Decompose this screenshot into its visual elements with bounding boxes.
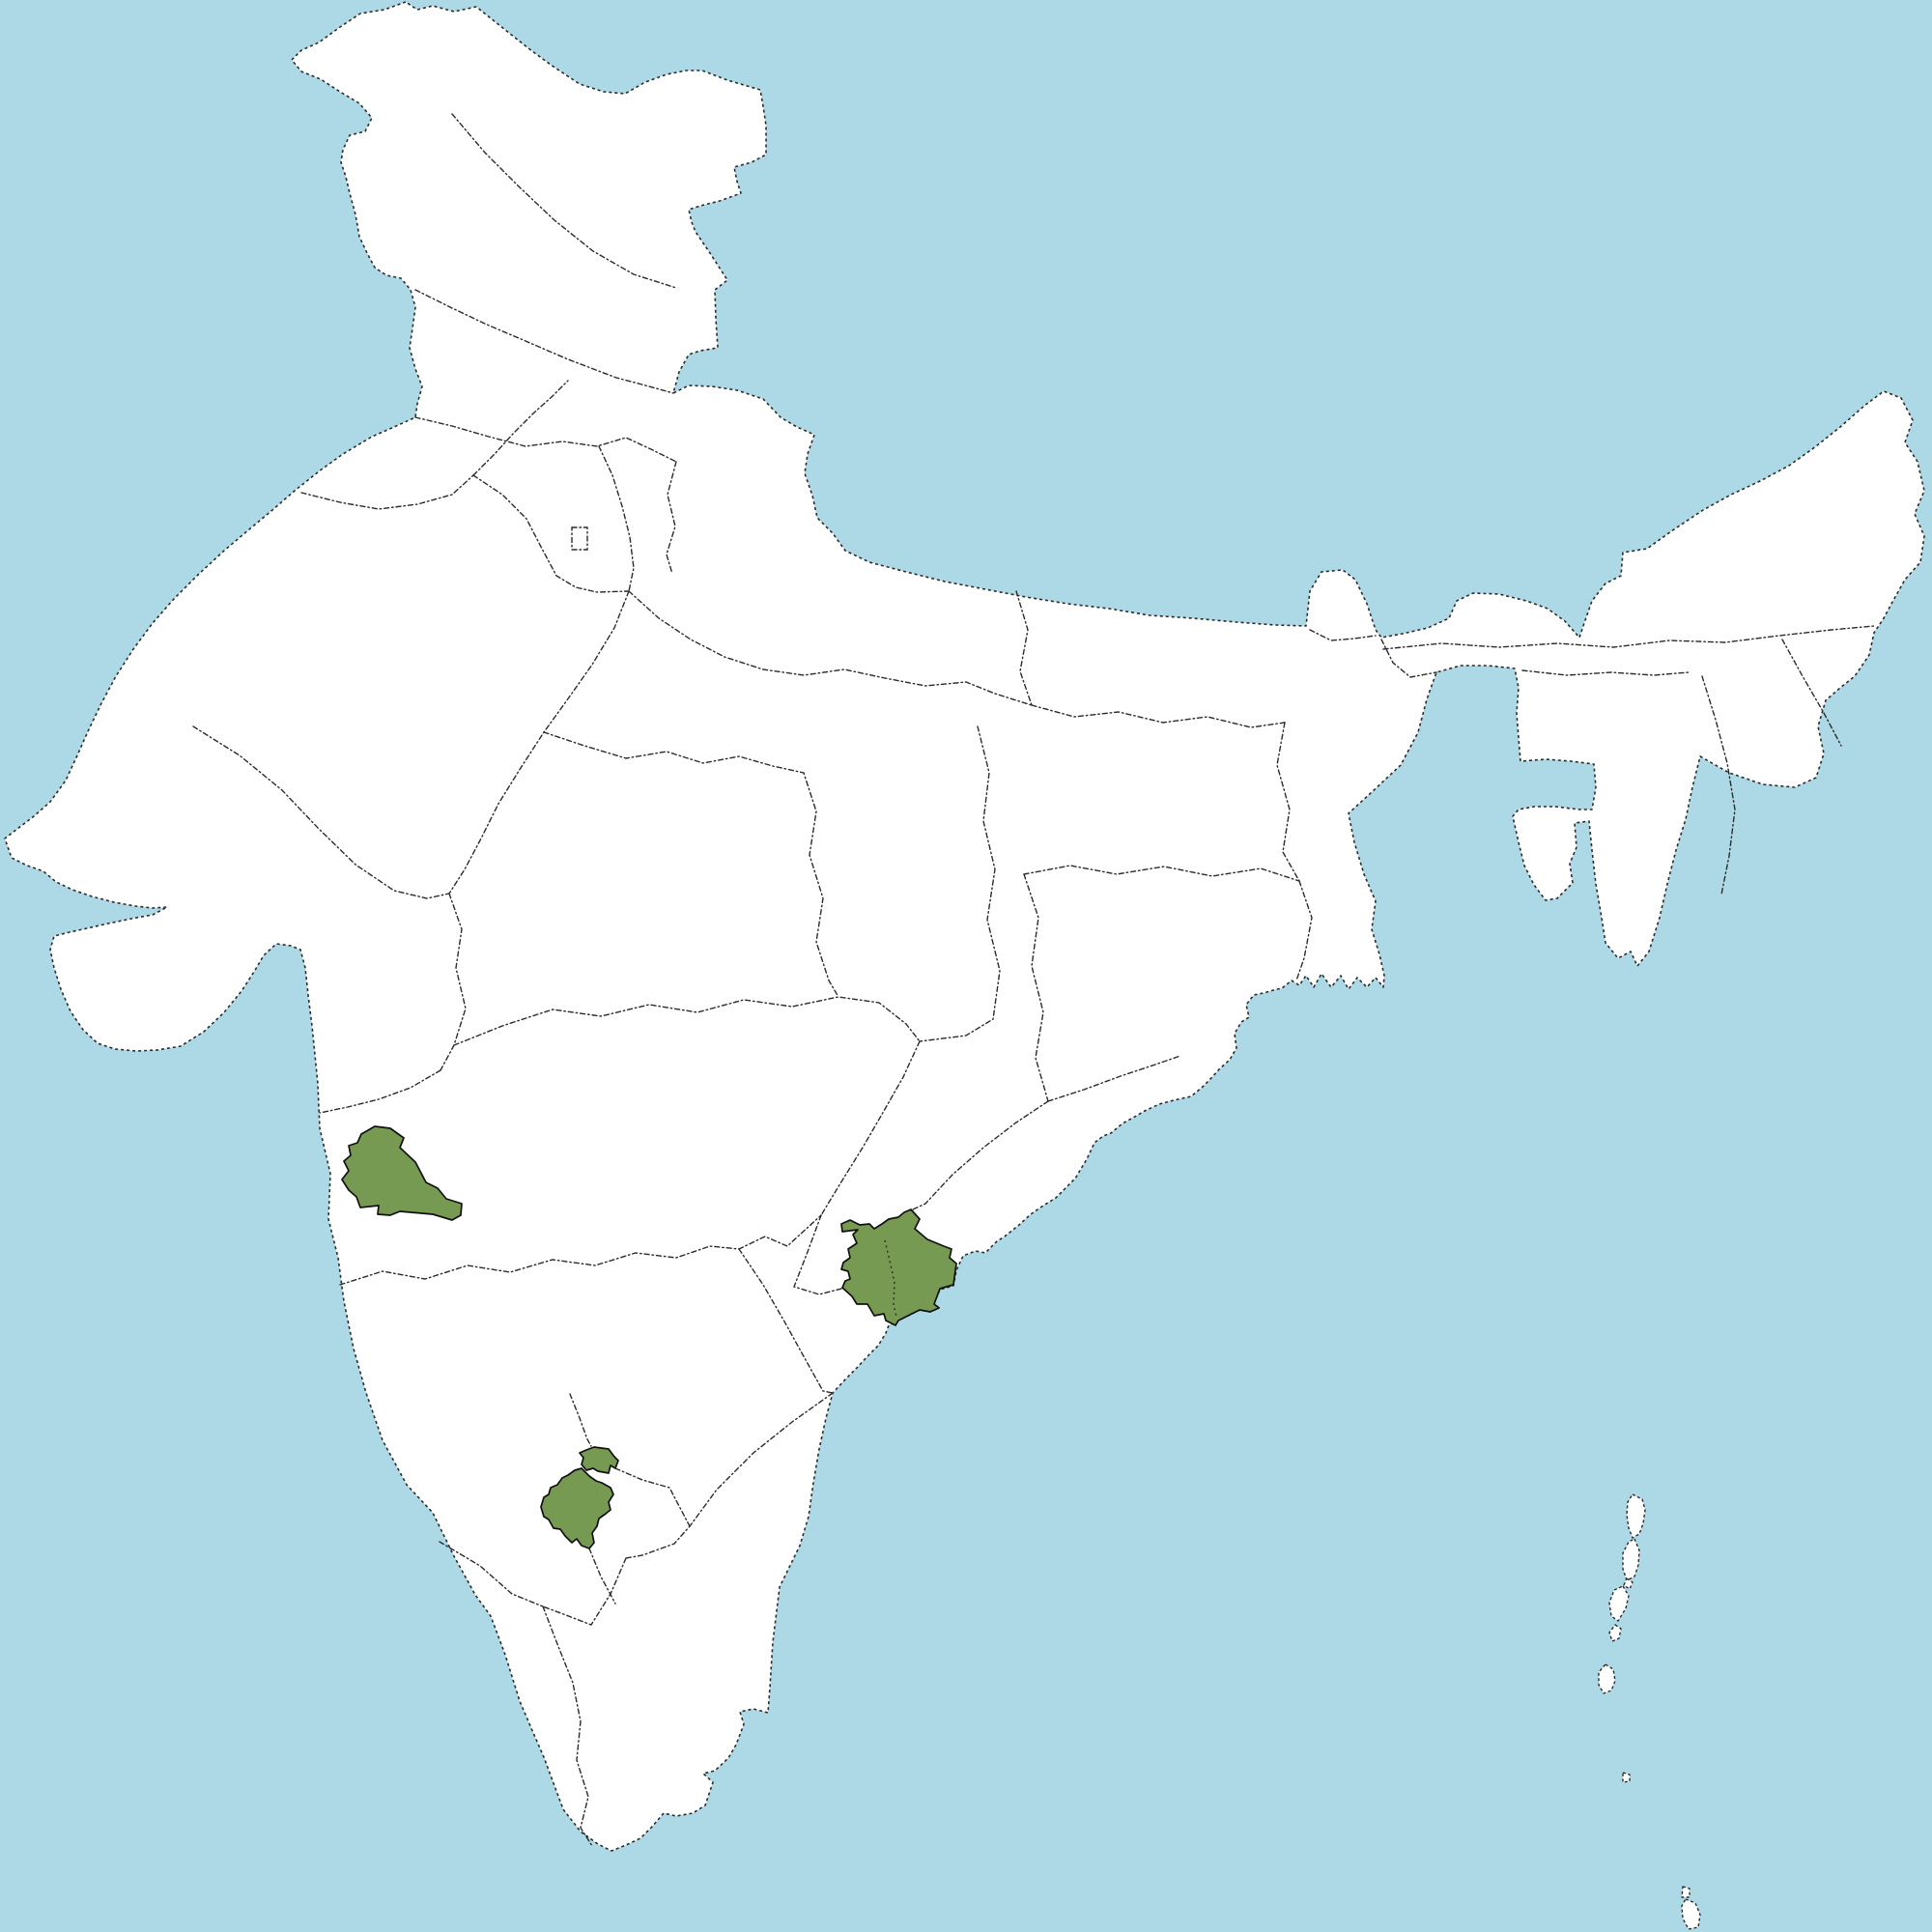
state-border-10 [448, 590, 630, 895]
state-border-26 [910, 1100, 1049, 1211]
state-border-42 [588, 1548, 616, 1605]
state-border-17 [453, 996, 921, 1046]
island-chain-mid-1 [1623, 1577, 1634, 1590]
state-border-3 [414, 416, 677, 463]
state-boundaries [192, 113, 1875, 1847]
state-border-38 [1309, 629, 1377, 641]
state-border-6 [472, 380, 569, 476]
state-border-25 [1047, 1055, 1181, 1102]
state-border-5 [300, 474, 474, 510]
island-oval [1598, 1663, 1616, 1694]
state-border-37 [1701, 675, 1736, 895]
state-border-35 [1521, 669, 1690, 676]
state-border-21 [1276, 722, 1300, 882]
state-border-33 [542, 1605, 593, 1847]
highlight-east-coast-districts-divider [884, 1239, 897, 1318]
state-border-23 [1295, 880, 1313, 981]
state-border-41 [614, 1467, 691, 1527]
highlight-west-coast-district [341, 1125, 463, 1221]
state-border-28 [339, 1214, 822, 1286]
island-south-2 [1681, 1898, 1701, 1930]
state-border-1 [451, 113, 677, 289]
state-border-11 [192, 725, 450, 899]
state-border-18 [919, 725, 1001, 1042]
state-border-2 [414, 289, 674, 394]
island-chain-mid-2 [1608, 1585, 1630, 1622]
state-border-27 [793, 1214, 842, 1295]
state-border-16 [543, 731, 839, 998]
state-border-9 [571, 526, 588, 551]
state-border-39 [1380, 639, 1437, 678]
state-border-12 [440, 893, 467, 1071]
state-border-15 [1015, 590, 1033, 706]
state-border-7 [598, 445, 635, 592]
island-south-1 [1681, 1886, 1690, 1898]
state-border-30 [625, 1392, 834, 1559]
highlight-east-coast-districts [840, 1208, 957, 1326]
island-tiny [1622, 1772, 1631, 1783]
state-border-34 [1382, 625, 1875, 650]
island-chain [1598, 1493, 1701, 1930]
highlight-south-district-small [579, 1446, 619, 1474]
state-border-40 [569, 1393, 592, 1447]
state-border-24 [1023, 873, 1049, 1102]
state-border-36 [1781, 639, 1842, 747]
state-border-31 [542, 1557, 627, 1626]
state-border-14 [628, 590, 1033, 706]
island-chain-north-1 [1626, 1493, 1646, 1539]
state-border-13 [319, 1069, 441, 1114]
state-border-22 [1023, 865, 1300, 882]
island-chain-mid-3 [1608, 1624, 1622, 1642]
state-border-29 [738, 1248, 834, 1394]
highlighted-districts [341, 1125, 957, 1549]
state-border-20 [1031, 704, 1286, 728]
state-border-8 [472, 474, 630, 593]
state-border-19 [820, 1040, 921, 1216]
state-border-32 [439, 1541, 544, 1607]
highlight-south-district-large [540, 1467, 614, 1549]
